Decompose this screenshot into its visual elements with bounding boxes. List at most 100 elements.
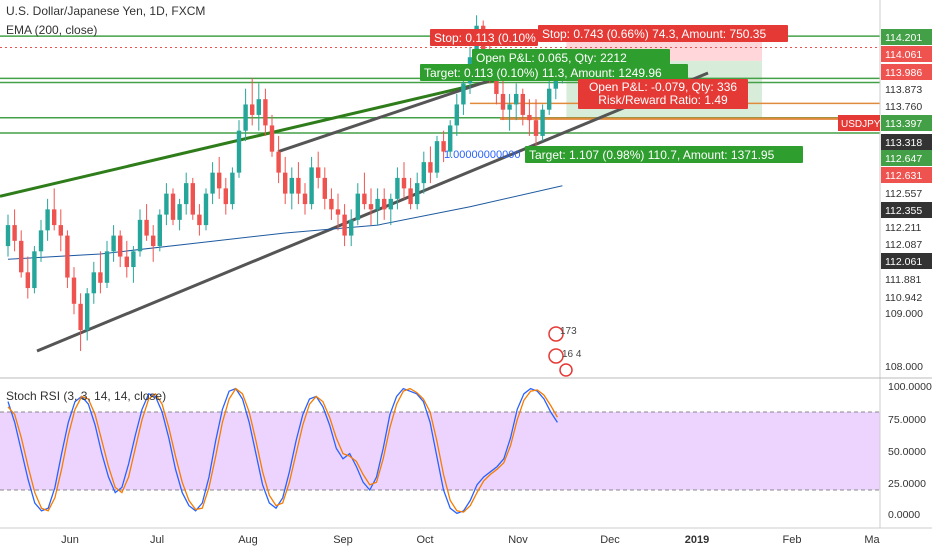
candle[interactable] — [170, 193, 176, 220]
candle[interactable] — [401, 177, 407, 189]
candle[interactable] — [236, 130, 242, 173]
price-tag — [881, 202, 932, 218]
candle[interactable] — [316, 167, 321, 178]
candle[interactable] — [177, 204, 182, 220]
price-tag — [881, 134, 932, 150]
short-target-label-box[interactable] — [420, 64, 688, 81]
candle[interactable] — [283, 172, 288, 194]
candle[interactable] — [111, 235, 116, 252]
candle[interactable] — [368, 204, 374, 210]
candle[interactable] — [45, 209, 50, 231]
candle[interactable] — [415, 183, 420, 205]
candle[interactable] — [263, 99, 268, 126]
rsi-signal-line[interactable] — [7, 387, 558, 513]
event-marker-icon[interactable] — [559, 363, 573, 377]
candle[interactable] — [256, 99, 261, 115]
candle[interactable] — [362, 193, 367, 205]
candle[interactable] — [494, 72, 499, 94]
candle[interactable] — [184, 183, 189, 205]
candle[interactable] — [230, 172, 235, 205]
candle[interactable] — [540, 109, 545, 136]
candle[interactable] — [434, 141, 440, 173]
candle[interactable] — [19, 240, 24, 273]
candle[interactable] — [250, 104, 255, 115]
candle[interactable] — [210, 172, 215, 194]
candle[interactable] — [5, 225, 11, 247]
candle[interactable] — [38, 230, 44, 252]
candle[interactable] — [78, 303, 83, 331]
candle[interactable] — [190, 183, 195, 215]
candle[interactable] — [164, 193, 169, 215]
long-stop-label-box[interactable] — [538, 25, 788, 42]
candle[interactable] — [52, 209, 57, 226]
event-marker-icon[interactable] — [548, 348, 564, 364]
candle[interactable] — [217, 172, 222, 189]
candle[interactable] — [448, 125, 453, 152]
event-marker-icon[interactable] — [548, 326, 564, 342]
candle[interactable] — [547, 88, 552, 110]
candle[interactable] — [441, 141, 446, 152]
candle[interactable] — [335, 209, 341, 215]
trendline-gray[interactable] — [277, 68, 521, 154]
candle[interactable] — [382, 198, 387, 210]
rsi-tick-label: 50.0000 — [888, 446, 926, 458]
stoch-rsi-pane[interactable]: 100.0000 75.0000 50.0000 25.0000 0.0000 — [0, 381, 932, 521]
short-stop-label-box[interactable] — [430, 29, 538, 46]
x-tick-label: Ma — [864, 534, 880, 546]
candle[interactable] — [355, 193, 360, 220]
candle[interactable] — [276, 151, 281, 173]
candle[interactable] — [104, 251, 110, 283]
candle[interactable] — [124, 256, 129, 268]
candle[interactable] — [520, 93, 525, 115]
candle[interactable] — [144, 219, 149, 236]
candle[interactable] — [428, 162, 433, 173]
candle[interactable] — [514, 93, 519, 105]
short-pl-label-box[interactable] — [472, 49, 670, 66]
long-pl-bg-box[interactable] — [578, 79, 748, 109]
candle[interactable] — [527, 114, 532, 121]
candle[interactable] — [302, 193, 308, 205]
candle[interactable] — [342, 214, 347, 236]
candle[interactable] — [296, 177, 301, 194]
candle[interactable] — [137, 219, 143, 252]
y-tick-label: 113.318 — [885, 137, 922, 149]
candle[interactable] — [243, 104, 248, 131]
candle[interactable] — [309, 167, 314, 205]
candle[interactable] — [65, 235, 70, 278]
candle[interactable] — [58, 225, 63, 236]
candle[interactable] — [71, 277, 77, 304]
candle[interactable] — [289, 177, 294, 194]
candle[interactable] — [32, 251, 37, 289]
candle[interactable] — [151, 235, 156, 247]
candle[interactable] — [395, 177, 400, 199]
candle[interactable] — [388, 198, 393, 210]
candle[interactable] — [461, 83, 466, 105]
position-annotations[interactable]: Stop: 0.113 (0.10% Stop: 0.743 (0.66%) 74… — [420, 25, 803, 377]
candle[interactable] — [85, 293, 90, 331]
candle[interactable] — [421, 162, 426, 184]
trendline-gray[interactable] — [36, 71, 709, 353]
candle[interactable] — [25, 272, 30, 289]
candle[interactable] — [533, 120, 539, 136]
candle[interactable] — [500, 93, 506, 110]
candle[interactable] — [454, 104, 459, 126]
candle[interactable] — [131, 251, 136, 268]
rsi-k-line[interactable] — [7, 387, 558, 515]
long-target-label-box[interactable] — [525, 146, 803, 163]
candle[interactable] — [12, 225, 17, 241]
candle[interactable] — [157, 214, 162, 247]
candle[interactable] — [408, 188, 413, 205]
candle[interactable] — [203, 193, 209, 226]
candle[interactable] — [322, 177, 327, 199]
candle[interactable] — [375, 198, 380, 210]
candle[interactable] — [197, 214, 202, 226]
candle[interactable] — [507, 104, 512, 110]
candle[interactable] — [269, 125, 275, 152]
candle[interactable] — [223, 188, 228, 205]
candle[interactable] — [329, 198, 334, 210]
candle[interactable] — [98, 272, 103, 283]
candle[interactable] — [118, 235, 123, 257]
candle[interactable] — [349, 219, 354, 236]
candle[interactable] — [91, 272, 96, 294]
